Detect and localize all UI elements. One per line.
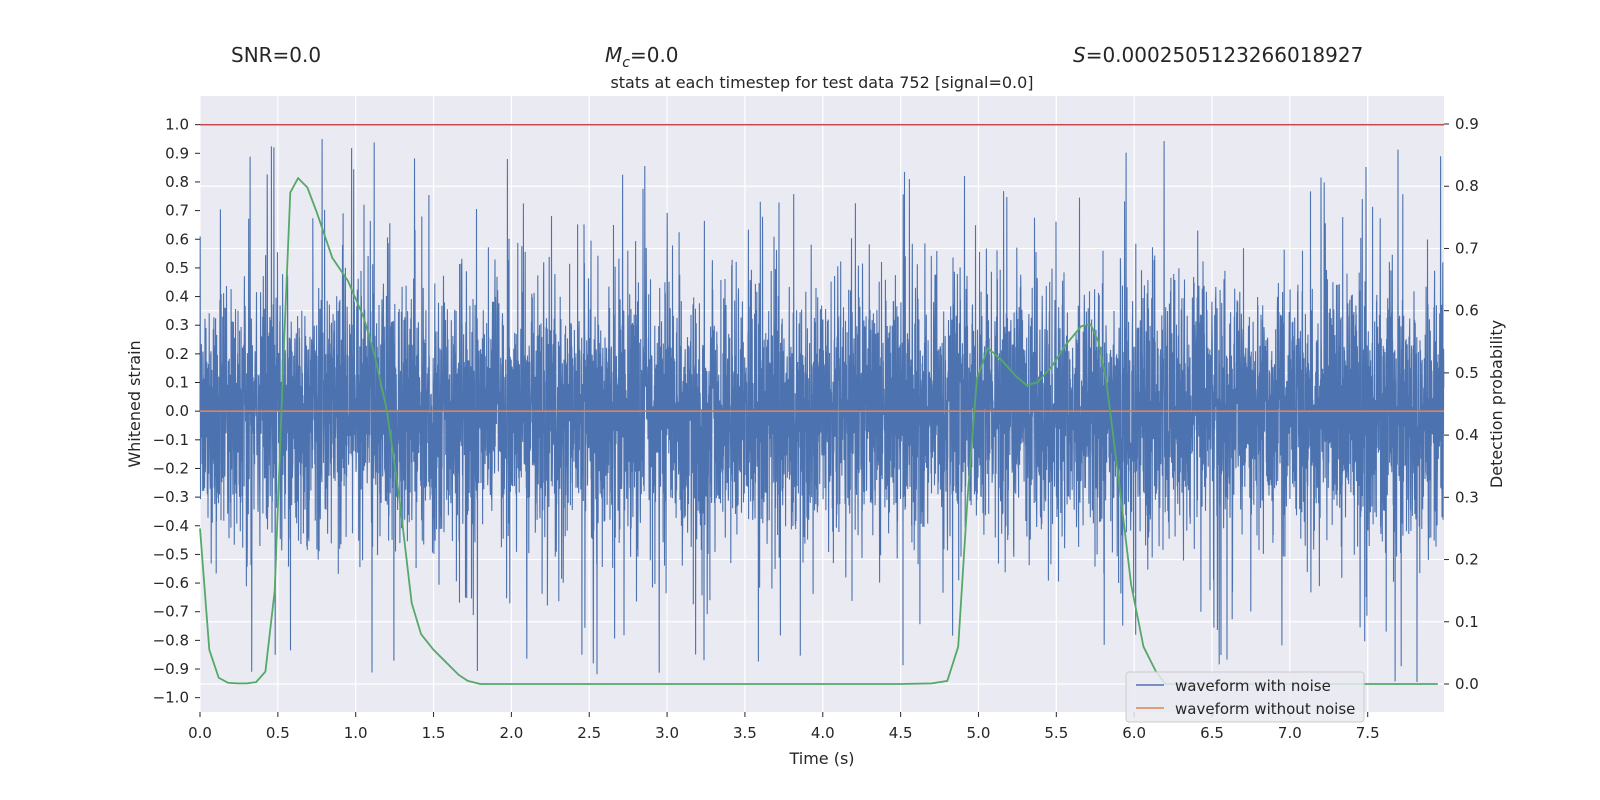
x-tick-label: 2.5 — [577, 724, 601, 742]
detection-probability-line — [199, 176, 1438, 685]
y2-tick-label: 0.7 — [1455, 239, 1479, 257]
y-tick-label: 0.3 — [165, 316, 189, 334]
y-tick-label: 0.5 — [165, 259, 189, 277]
y-tick-label: 0.7 — [165, 202, 189, 220]
legend-label-noise: waveform with noise — [1175, 677, 1331, 695]
y-tick-label: 0.2 — [165, 345, 189, 363]
y2-tick-label: 0.6 — [1455, 302, 1479, 320]
snr-label: SNR=0.0 — [231, 43, 321, 67]
x-tick-label: 4.0 — [811, 724, 835, 742]
y2-tick-label: 0.5 — [1455, 364, 1479, 382]
y-tick-label: 1.0 — [165, 116, 189, 134]
x-tick-label: 0.5 — [266, 724, 290, 742]
y-tick-label: 0.1 — [165, 374, 189, 392]
x-tick-label: 7.5 — [1356, 724, 1380, 742]
y2-tick-label: 0.9 — [1455, 115, 1479, 133]
y2-tick-label: 0.0 — [1455, 675, 1479, 693]
legend: waveform with noise waveform without noi… — [1125, 671, 1365, 723]
y2-axis-label: Detection probability — [1487, 320, 1506, 488]
y-tick-label: 0.6 — [165, 230, 189, 248]
y2-tick-label: 0.3 — [1455, 488, 1479, 506]
x-tick-label: 7.0 — [1278, 724, 1302, 742]
y2-tick-label: 0.8 — [1455, 177, 1479, 195]
y-tick-label: 0.0 — [165, 402, 189, 420]
s-statistic-label: S=0.0002505123266018927 — [1073, 43, 1363, 67]
y-tick-label: −0.2 — [153, 459, 189, 477]
x-tick-label: 5.0 — [967, 724, 991, 742]
legend-box — [1125, 671, 1365, 723]
x-tick-label: 5.5 — [1044, 724, 1068, 742]
y2-tick-label: 0.4 — [1455, 426, 1479, 444]
x-tick-label: 0.0 — [188, 724, 212, 742]
y-tick-label: −0.7 — [153, 603, 189, 621]
y-tick-label: 0.8 — [165, 173, 189, 191]
x-tick-label: 3.5 — [733, 724, 757, 742]
y-axis-label: Whitened strain — [125, 340, 144, 467]
y-tick-label: −0.9 — [153, 660, 189, 678]
noise-waveform-series — [199, 139, 1445, 683]
legend-label-clean: waveform without noise — [1175, 700, 1355, 718]
x-axis-label: Time (s) — [788, 749, 854, 768]
x-tick-label: 6.5 — [1200, 724, 1224, 742]
y-tick-label: 0.9 — [165, 144, 189, 162]
y-tick-label: −0.4 — [153, 517, 189, 535]
y2-axis-ticks: 0.9 0.8 0.7 0.6 0.5 0.4 0.3 0.2 0.1 0.0 — [1444, 115, 1479, 693]
x-tick-label: 4.5 — [889, 724, 913, 742]
x-tick-label: 6.0 — [1122, 724, 1146, 742]
y-tick-label: −0.1 — [153, 431, 189, 449]
x-tick-label: 1.5 — [422, 724, 446, 742]
y-tick-label: −0.3 — [153, 488, 189, 506]
y-tick-label: 0.4 — [165, 288, 189, 306]
y-tick-label: −1.0 — [153, 689, 189, 707]
noise-waveform-path — [199, 139, 1445, 683]
y2-tick-label: 0.1 — [1455, 613, 1479, 631]
y-axis-ticks: 1.0 0.9 0.8 0.7 0.6 0.5 0.4 0.3 0.2 0.1 0.0 −0.1 −0.… — [153, 116, 200, 707]
x-tick-label: 2.0 — [499, 724, 523, 742]
chart-title: stats at each timestep for test data 752… — [610, 73, 1033, 92]
y-tick-label: −0.8 — [153, 631, 189, 649]
y-tick-label: −0.5 — [153, 545, 189, 563]
x-tick-label: 3.0 — [655, 724, 679, 742]
x-axis-ticks: 0.0 0.5 1.0 1.5 2.0 2.5 3.0 3.5 4.0 4.5 5.0 5.5 6.0 6… — [188, 712, 1380, 742]
y-tick-label: −0.6 — [153, 574, 189, 592]
chirp-mass-label: Mc=0.0 — [605, 43, 679, 71]
y2-tick-label: 0.2 — [1455, 551, 1479, 569]
x-tick-label: 1.0 — [344, 724, 368, 742]
